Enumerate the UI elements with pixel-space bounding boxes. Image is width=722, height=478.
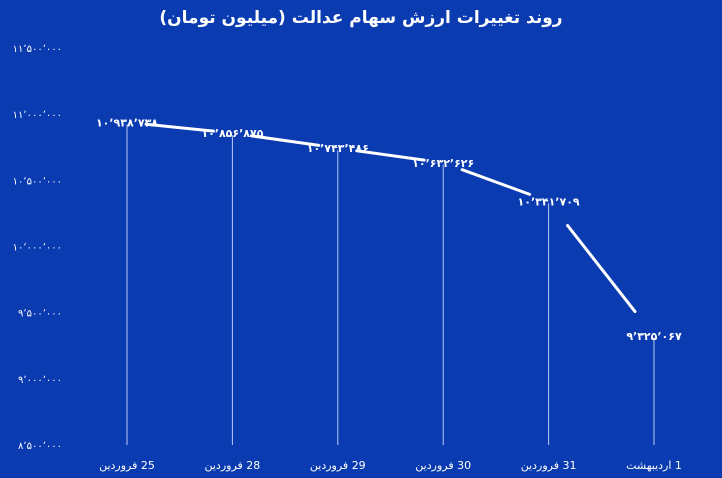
x-tick-label: 1 اردیبهشت xyxy=(626,459,682,472)
data-label: ۱۰٬۸۵۶٬۸۷۵ xyxy=(201,127,263,140)
x-tick-label: 30 فروردین xyxy=(415,459,471,472)
y-tick-label: ۹٬۵۰۰٬۰۰۰ xyxy=(18,309,62,320)
data-label: ۱۰٬۷۴۳٬۴۸۶ xyxy=(307,142,369,155)
series-segment xyxy=(144,122,215,133)
series-segment xyxy=(460,168,532,196)
series-segment xyxy=(355,149,426,162)
y-tick-label: ۱۱٬۵۰۰٬۰۰۰ xyxy=(13,44,62,55)
y-tick-label: ۱۰٬۵۰۰٬۰۰۰ xyxy=(13,176,62,187)
x-tick-label: 28 فروردین xyxy=(205,459,261,472)
y-tick-label: ۹٬۰۰۰٬۰۰۰ xyxy=(18,375,62,386)
data-label: ۱۰٬۹۳۸٬۷۳۸ xyxy=(96,116,158,129)
data-label: ۱۰٬۶۳۲٬۶۲۶ xyxy=(412,157,474,170)
y-tick-label: ۸٬۵۰۰٬۰۰۰ xyxy=(18,441,62,452)
x-tick-label: 29 فروردین xyxy=(310,459,366,472)
y-tick-label: ۱۰٬۰۰۰٬۰۰۰ xyxy=(13,243,62,254)
x-tick-label: 25 فروردین xyxy=(99,459,155,472)
series-segment xyxy=(566,223,637,314)
series-segment xyxy=(249,134,321,147)
x-tick-label: 31 فروردین xyxy=(521,459,577,472)
y-tick-label: ۱۱٬۰۰۰٬۰۰۰ xyxy=(13,110,62,121)
data-label: ۹٬۳۲۵٬۰۶۷ xyxy=(626,330,682,343)
data-label: ۱۰٬۳۴۱٬۷۰۹ xyxy=(518,195,580,208)
chart-title: روند تغییرات ارزش سهام عدالت (میلیون توم… xyxy=(159,8,563,28)
